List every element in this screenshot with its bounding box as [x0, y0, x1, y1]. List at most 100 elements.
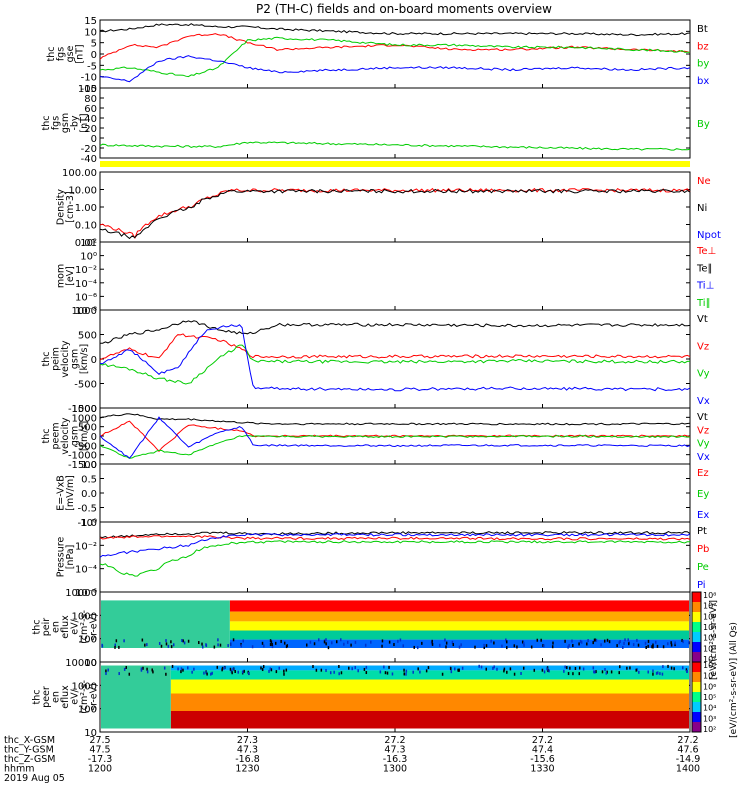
heatmap-speckle [163, 666, 166, 670]
heatmap-speckle [655, 671, 658, 675]
heatmap-speckle [230, 669, 233, 673]
y-tick-label: -40 [81, 154, 97, 165]
heatmap-speckle [644, 641, 647, 645]
y-tick-label: -0.5 [77, 504, 97, 515]
heatmap-speckle [645, 645, 647, 649]
heatmap-speckle [381, 644, 383, 648]
heatmap-speckle [128, 672, 131, 676]
heatmap-speckle [271, 645, 274, 649]
heatmap-band [170, 670, 690, 680]
x-axis-value: 47.6 [677, 745, 698, 756]
heatmap-speckle [624, 638, 626, 642]
heatmap-speckle [283, 641, 286, 645]
y-axis-label: [nPa] [65, 545, 76, 570]
heatmap-speckle [182, 639, 184, 643]
heatmap-speckle [187, 639, 190, 643]
heatmap-speckle [592, 641, 594, 645]
y-axis-label: eflux [60, 685, 71, 709]
heatmap-speckle [595, 638, 598, 642]
heatmap-speckle [152, 670, 154, 674]
colorbar-segment [692, 652, 701, 663]
legend-item: Pe [697, 562, 709, 573]
x-axis-value: 1330 [530, 764, 554, 775]
y-tick-label: 1.0 [81, 460, 97, 471]
heatmap-speckle [275, 670, 278, 674]
y-axis-label: sr-eV) [89, 683, 100, 711]
heatmap-speckle [595, 670, 597, 674]
y-tick-label: 1000 [72, 413, 97, 424]
heatmap-speckle [572, 672, 574, 676]
heatmap-speckle [623, 641, 625, 645]
heatmap-speckle [647, 644, 649, 648]
y-tick-label: -1000 [68, 451, 97, 462]
heatmap-speckle [506, 670, 508, 674]
heatmap-speckle [503, 669, 505, 673]
colorbar-label: [eV/(cm²-s-sr-eV)] (All Qs) [729, 622, 739, 738]
colorbar-segment [692, 692, 701, 703]
heatmap-speckle [483, 646, 486, 650]
heatmap-speckle [450, 670, 453, 674]
heatmap-speckle [682, 640, 684, 644]
series-line-Vt [99, 413, 691, 426]
heatmap-speckle [622, 645, 624, 649]
heatmap-band [229, 639, 690, 648]
x-axis-value: 27.2 [677, 735, 698, 746]
heatmap-speckle [274, 641, 277, 645]
heatmap-speckle [627, 638, 629, 642]
heatmap-speckle [587, 639, 589, 643]
x-axis-value: 1300 [383, 764, 407, 775]
legend-item: By [697, 119, 710, 130]
heatmap-speckle [223, 666, 226, 670]
heatmap-speckle [600, 643, 602, 647]
y-tick-label: 10⁻⁶ [75, 588, 97, 599]
heatmap-speckle [441, 672, 444, 676]
series-line-By [99, 141, 691, 151]
series-line-Ni [99, 188, 691, 240]
heatmap-speckle [181, 638, 183, 642]
heatmap-speckle [230, 642, 232, 646]
heatmap-speckle [234, 669, 236, 673]
heatmap-speckle [365, 671, 368, 675]
heatmap-speckle [564, 639, 566, 643]
heatmap-speckle [237, 670, 239, 674]
heatmap-speckle [686, 670, 688, 674]
heatmap-speckle [474, 645, 476, 649]
heatmap-speckle [114, 643, 116, 647]
heatmap-speckle [652, 643, 654, 647]
heatmap-speckle [606, 670, 608, 674]
colorbar-tick-label: 10² [703, 725, 716, 734]
heatmap-speckle [493, 665, 495, 669]
heatmap-speckle [405, 672, 407, 676]
y-tick-label: 0 [91, 355, 97, 366]
heatmap-speckle [430, 641, 433, 645]
heatmap-speckle [118, 672, 120, 676]
heatmap-speckle [262, 665, 265, 669]
heatmap-speckle [496, 667, 498, 671]
y-axis-label: Density [55, 189, 66, 225]
heatmap-speckle [656, 644, 659, 648]
y-axis-label: mom [55, 264, 66, 288]
heatmap-speckle [243, 669, 245, 673]
heatmap-speckle [142, 666, 144, 670]
legend-item: Ti⊥ [696, 281, 714, 292]
heatmap-speckle [180, 667, 183, 671]
panel-peim-velocity: 1000 500 0 -500 -1000 thcpeimvelocitygsm[km/s… [41, 306, 710, 415]
colorbar-segment [692, 592, 701, 603]
heatmap-speckle [647, 670, 649, 674]
heatmap-speckle [325, 638, 327, 642]
x-axis-value: 27.2 [384, 735, 405, 746]
y-axis-label: thc [32, 690, 43, 705]
heatmap-speckle [416, 646, 419, 650]
colorbar-segment [692, 612, 701, 623]
heatmap-speckle [594, 638, 596, 642]
heatmap-speckle [248, 671, 250, 675]
heatmap-speckle [574, 666, 577, 670]
heatmap-speckle [338, 672, 340, 676]
heatmap-speckle [480, 665, 483, 669]
heatmap-speckle [522, 641, 525, 645]
heatmap-speckle [521, 640, 524, 644]
panel-mom-temp: 10² 10⁰ 10⁻² 10⁻⁴ 10⁻⁶ 10⁻⁸ mom[eV] Te⊥ Te∥ Ti⊥ Ti… [55, 238, 716, 317]
heatmap-speckle [548, 669, 550, 673]
heatmap-speckle [240, 644, 243, 648]
